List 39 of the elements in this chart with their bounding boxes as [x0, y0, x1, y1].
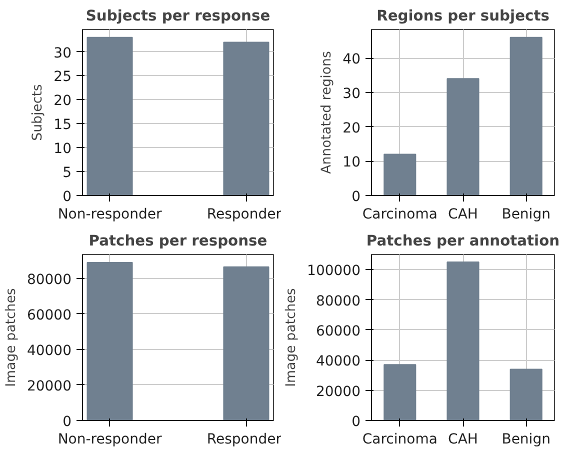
x-tick-label: Carcinoma: [362, 206, 438, 222]
y-tick-label: 60000: [316, 323, 361, 340]
chart-title: Subjects per response: [86, 8, 270, 24]
x-tick-label: Benign: [502, 206, 550, 222]
x-tick-label: Benign: [502, 432, 550, 448]
x-tick-label: CAH: [448, 432, 478, 448]
x-tick-label: Non-responder: [58, 206, 162, 222]
y-tick-label: 60000: [26, 307, 72, 324]
y-axis-title: Image patches: [284, 288, 300, 387]
x-tick-label: Carcinoma: [362, 432, 438, 448]
y-tick-label: 80000: [26, 272, 72, 288]
y-axis-title: Annotated regions: [320, 51, 335, 174]
chart-title: Patches per annotation: [366, 232, 560, 250]
y-tick-label: 40: [342, 52, 361, 68]
y-tick-label: 10: [54, 141, 72, 158]
y-tick-label: 0: [62, 414, 72, 430]
y-tick-label: 30: [342, 86, 361, 102]
y-tick-label: 20000: [316, 384, 361, 400]
y-tick-label: 80000: [316, 293, 361, 310]
y-tick-label: 40000: [26, 342, 72, 359]
x-tick-label: Non-responder: [58, 432, 162, 448]
chart-title: Patches per response: [88, 232, 268, 250]
y-tick-label: 20: [54, 93, 72, 110]
y-tick-label: 20000: [26, 378, 72, 394]
y-tick-label: 0: [62, 189, 72, 205]
y-axis-title: Image patches: [4, 288, 19, 387]
y-tick-label: 100000: [307, 263, 361, 280]
chart-title: Regions per subjects: [376, 8, 550, 24]
y-tick-label: 5: [62, 165, 72, 182]
y-tick-label: 30: [54, 45, 72, 62]
y-tick-label: 10: [342, 154, 361, 171]
y-tick-label: 20: [342, 120, 361, 136]
y-tick-label: 25: [54, 69, 72, 86]
x-tick-label: CAH: [448, 206, 478, 222]
y-tick-label: 40000: [316, 354, 361, 370]
y-axis-title: Subjects: [30, 84, 46, 141]
y-tick-label: 15: [54, 117, 72, 134]
y-tick-label: 0: [352, 414, 361, 430]
y-tick-label: 0: [352, 189, 361, 205]
